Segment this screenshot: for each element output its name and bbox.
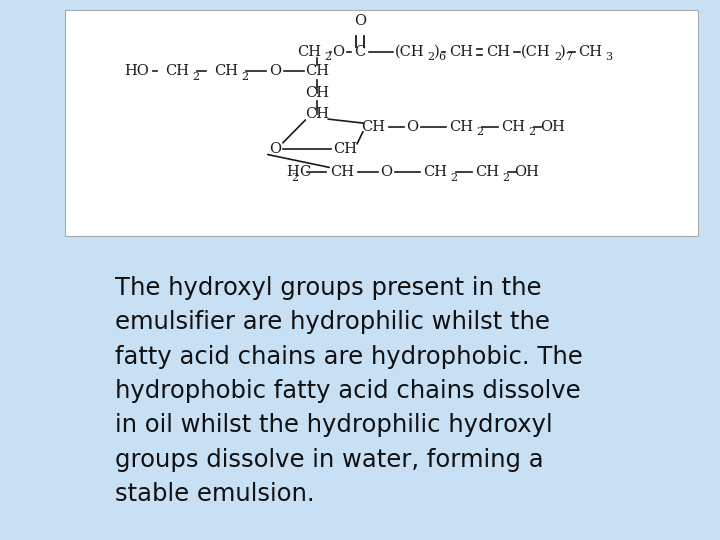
Text: (CH: (CH [521,45,551,59]
Text: The hydroxyl groups present in the
emulsifier are hydrophilic whilst the
fatty a: The hydroxyl groups present in the emuls… [115,275,583,507]
Text: OH: OH [541,120,565,134]
Text: CH: CH [214,64,238,78]
Text: CH: CH [501,120,526,134]
Text: 2: 2 [241,72,248,82]
Text: O: O [407,120,418,134]
Text: ): ) [560,45,566,59]
Text: CH: CH [297,45,322,59]
Text: CH: CH [305,64,329,78]
Text: 2: 2 [292,173,299,183]
Text: 2: 2 [192,72,199,82]
FancyBboxPatch shape [65,10,698,237]
Text: 2: 2 [428,52,435,62]
Text: CH: CH [330,165,354,179]
Text: O: O [269,141,281,156]
Text: O: O [381,165,392,179]
Text: CH: CH [165,64,189,78]
Text: CH: CH [305,85,329,99]
Text: 3: 3 [606,52,613,62]
Text: ): ) [433,45,439,59]
Text: 2: 2 [528,127,536,137]
Text: 7: 7 [565,52,572,62]
Text: (CH: (CH [395,45,424,59]
Text: O: O [354,14,366,28]
Text: CH: CH [449,120,474,134]
Text: CH: CH [423,165,448,179]
Text: OH: OH [515,165,539,179]
Text: CH: CH [578,45,603,59]
Text: O: O [333,45,344,59]
Text: 2: 2 [325,52,332,62]
Text: CH: CH [449,45,473,59]
Text: CH: CH [475,165,500,179]
Text: 2: 2 [554,52,562,62]
Text: C: C [300,165,311,179]
Text: 2: 2 [477,127,484,137]
Text: C: C [354,45,366,59]
Text: CH: CH [486,45,510,59]
Text: 6: 6 [438,52,446,62]
Text: 2: 2 [503,173,510,183]
Text: CH: CH [305,107,329,121]
Text: CH: CH [333,141,358,156]
Text: H: H [286,165,299,179]
Text: CH: CH [361,120,385,134]
Text: O: O [269,64,281,78]
Text: 2: 2 [451,173,458,183]
Text: HO: HO [125,64,149,78]
